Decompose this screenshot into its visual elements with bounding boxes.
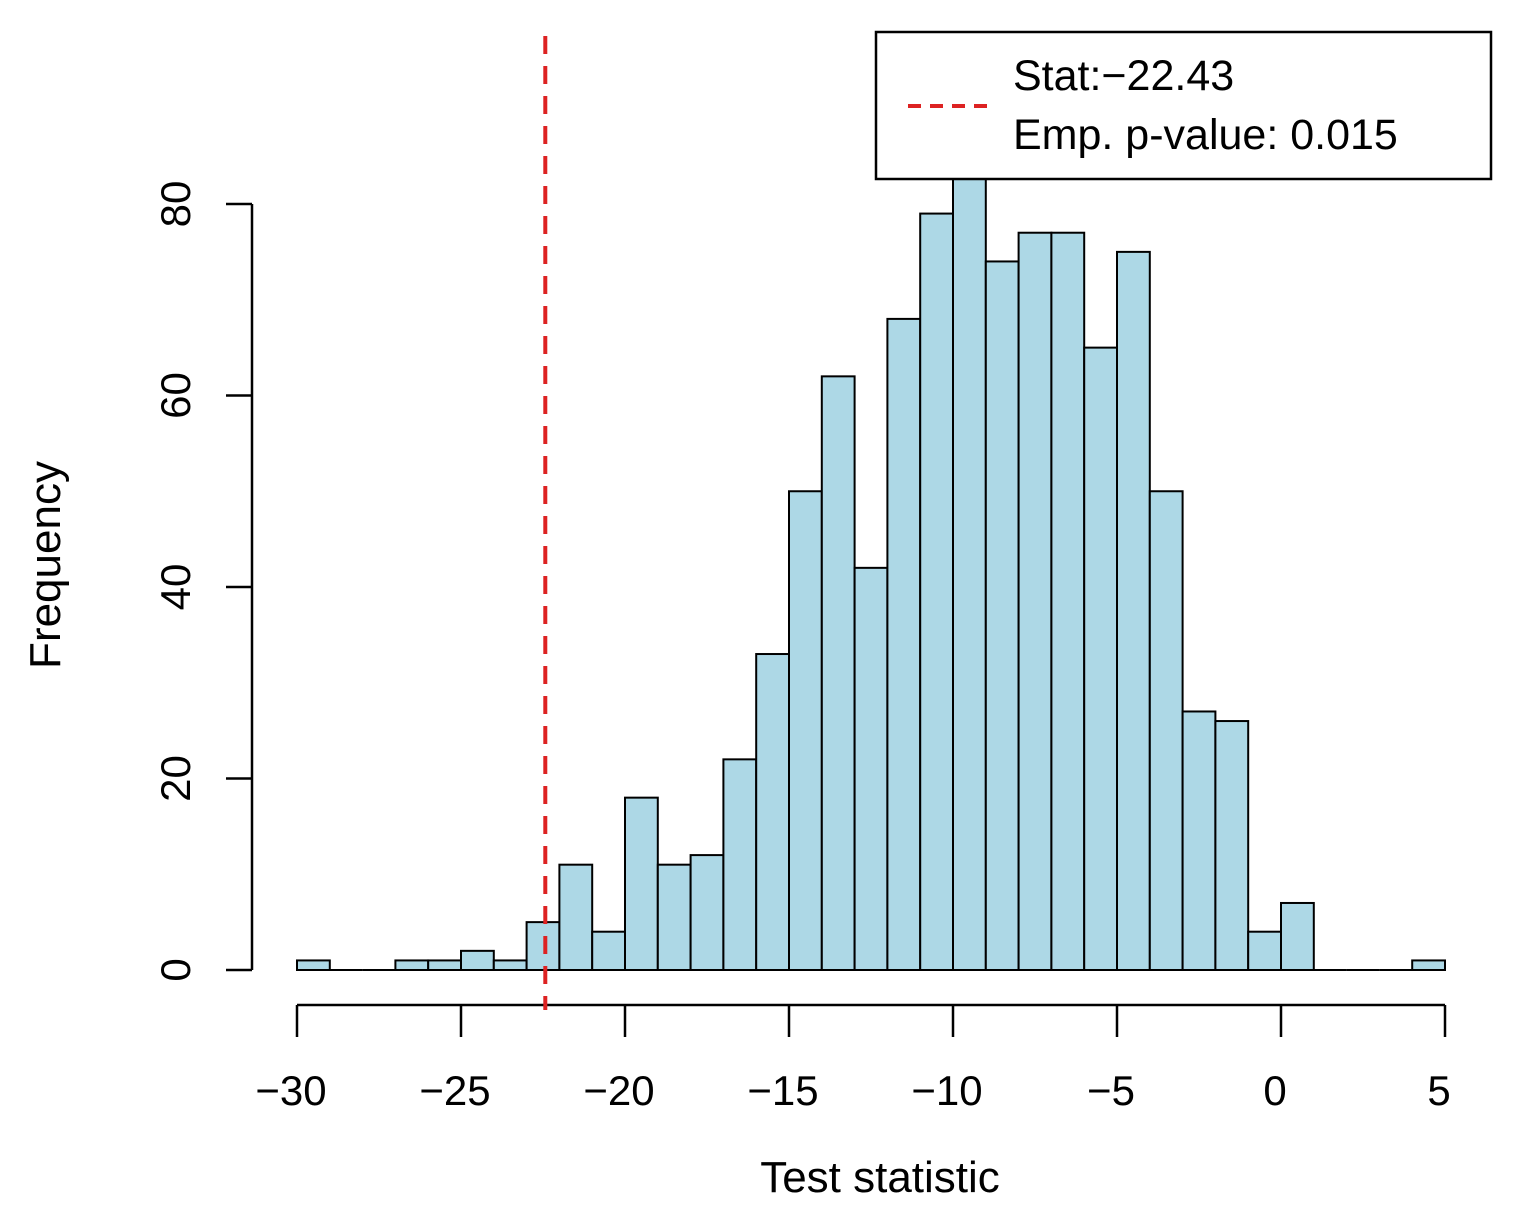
- histogram-bar: [1247, 930, 1282, 972]
- y-tick-label: 20: [152, 755, 199, 802]
- y-tick-label: 40: [152, 564, 199, 611]
- x-tick-label: −5: [1087, 1067, 1135, 1114]
- histogram-bar: [460, 949, 495, 971]
- histogram-bar: [788, 490, 823, 971]
- y-axis-ticks: 0 20 40 60 80: [152, 181, 252, 982]
- histogram-bar: [722, 758, 758, 971]
- histogram-bar: [394, 959, 430, 971]
- y-axis-title: Frequency: [21, 461, 70, 669]
- x-tick-label: −10: [911, 1067, 982, 1114]
- histogram-bar: [296, 959, 331, 971]
- histogram-bar: [984, 260, 1020, 971]
- x-tick-label: −20: [583, 1067, 654, 1114]
- histogram-bar: [525, 921, 561, 971]
- x-tick-label: −30: [255, 1067, 326, 1114]
- histogram-bar: [1181, 710, 1217, 971]
- x-tick-label: −15: [747, 1067, 818, 1114]
- histogram-bar: [755, 653, 791, 972]
- histogram-bar: [1148, 490, 1184, 971]
- histogram-bar: [886, 317, 922, 971]
- y-tick-label: 0: [152, 958, 199, 981]
- x-axis-ticks: −30 −25 −20 −15 −10 −5 0 5: [255, 1005, 1451, 1114]
- histogram-bar: [624, 796, 659, 972]
- legend-stat-label: Stat:−22.43: [1013, 52, 1234, 100]
- y-tick-label: 80: [152, 181, 199, 228]
- histogram-bars: [296, 164, 1446, 972]
- histogram-bar: [1116, 250, 1151, 971]
- histogram-bar: [656, 863, 692, 971]
- x-tick-label: 5: [1427, 1067, 1450, 1114]
- histogram-bar: [1050, 231, 1086, 972]
- histogram-bar: [1411, 959, 1446, 971]
- x-tick-label: 0: [1263, 1067, 1286, 1114]
- histogram-bar: [820, 375, 856, 972]
- histogram-bar: [1280, 901, 1315, 971]
- legend-pvalue-label: Emp. p-value: 0.015: [1013, 111, 1398, 159]
- x-axis-title: Test statistic: [760, 1153, 1000, 1202]
- histogram-bar: [558, 863, 594, 971]
- histogram-bar: [919, 212, 955, 971]
- histogram-bar: [1083, 346, 1118, 971]
- histogram-bar: [1214, 720, 1250, 971]
- histogram-bar: [853, 566, 889, 971]
- histogram-bar: [1017, 231, 1053, 972]
- histogram-bar: [492, 959, 528, 971]
- histogram-bar: [591, 930, 627, 972]
- histogram-bar: [689, 854, 725, 971]
- legend: Stat:−22.43 Emp. p-value: 0.015: [874, 30, 1493, 181]
- histogram-bar: [427, 959, 463, 971]
- histogram-bar: [952, 164, 987, 971]
- y-tick-label: 60: [152, 372, 199, 419]
- x-tick-label: −25: [419, 1067, 490, 1114]
